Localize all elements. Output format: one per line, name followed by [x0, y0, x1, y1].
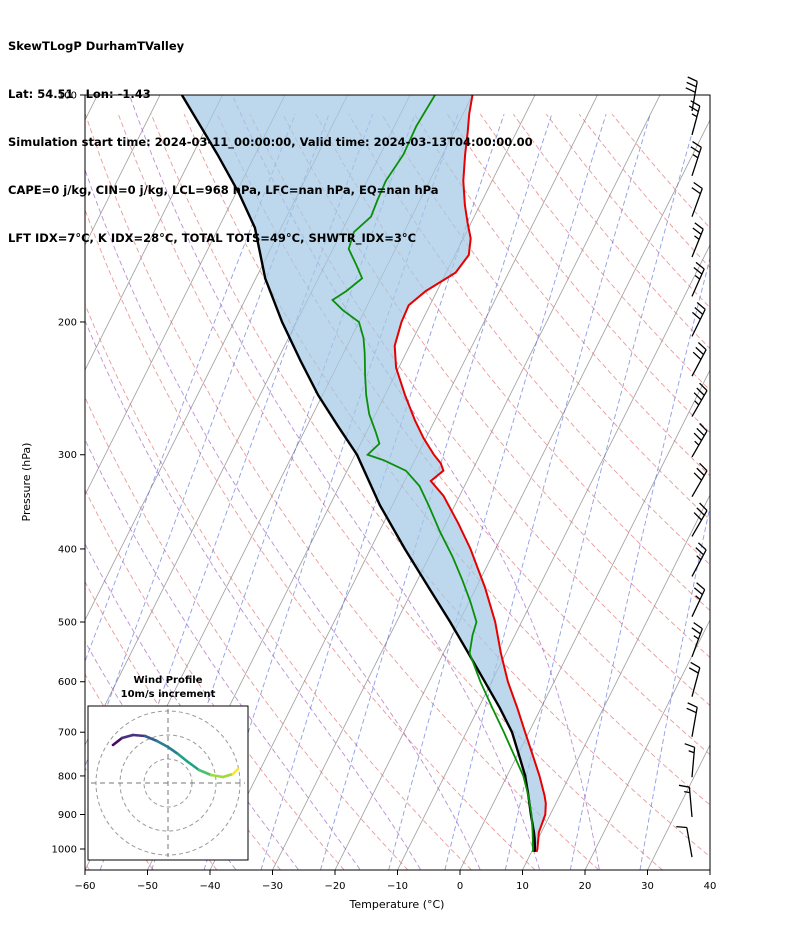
svg-text:700: 700: [58, 728, 77, 739]
location-line: Lat: 54.51 Lon: -1.43: [8, 87, 151, 101]
header-block: SkewTLogP DurhamTValley Lat: 54.51 Lon: …: [8, 6, 533, 278]
svg-text:10: 10: [516, 881, 529, 892]
svg-text:20: 20: [579, 881, 592, 892]
hodograph-subtitle: 10m/s increment: [121, 689, 216, 700]
svg-text:−10: −10: [387, 881, 408, 892]
svg-text:600: 600: [58, 677, 77, 688]
x-axis-label: Temperature (°C): [349, 898, 445, 911]
svg-text:1000: 1000: [52, 845, 77, 856]
svg-text:40: 40: [704, 881, 717, 892]
svg-text:−50: −50: [137, 881, 158, 892]
svg-text:30: 30: [641, 881, 654, 892]
times-line: Simulation start time: 2024-03-11_00:00:…: [8, 135, 533, 149]
svg-text:−40: −40: [199, 881, 220, 892]
hodograph-title: Wind Profile: [134, 675, 203, 686]
svg-text:−60: −60: [74, 881, 95, 892]
svg-text:−20: −20: [324, 881, 345, 892]
svg-text:800: 800: [58, 771, 77, 782]
svg-text:500: 500: [58, 618, 77, 629]
svg-text:100: 100: [58, 91, 77, 102]
figure-title: SkewTLogP DurhamTValley: [8, 39, 185, 53]
svg-text:0: 0: [457, 881, 463, 892]
indices-line-2: LFT IDX=7°C, K IDX=28°C, TOTAL TOTS=49°C…: [8, 231, 417, 245]
svg-text:300: 300: [58, 450, 77, 461]
svg-text:900: 900: [58, 810, 77, 821]
svg-text:−30: −30: [262, 881, 283, 892]
svg-text:400: 400: [58, 544, 77, 555]
svg-text:200: 200: [58, 317, 77, 328]
y-axis-label: Pressure (hPa): [20, 443, 33, 522]
indices-line-1: CAPE=0 j/kg, CIN=0 j/kg, LCL=968 hPa, LF…: [8, 183, 439, 197]
